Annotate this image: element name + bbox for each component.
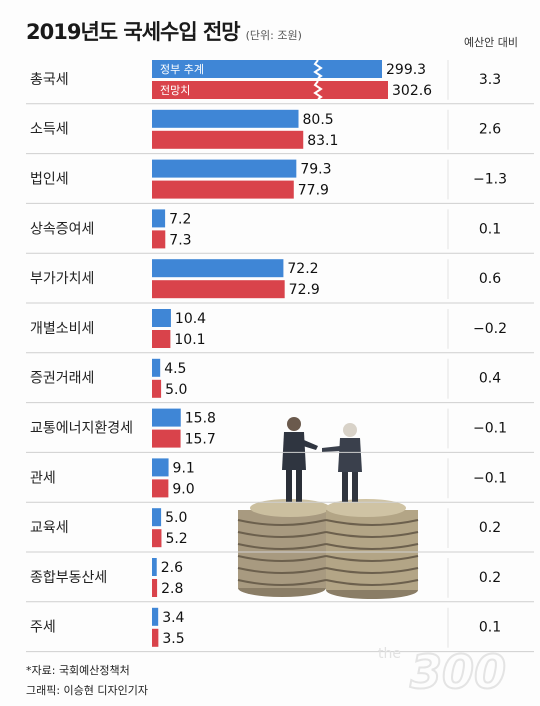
diff-value: 3.3 xyxy=(479,72,501,88)
bar-forecast xyxy=(152,81,388,99)
diff-value: −0.2 xyxy=(473,321,507,337)
category-label: 상속증여세 xyxy=(30,221,94,237)
diff-value: −1.3 xyxy=(473,172,507,188)
bar-forecast xyxy=(152,180,294,199)
bar-forecast xyxy=(152,330,171,348)
category-label: 종합부동산세 xyxy=(30,570,107,586)
bar-forecast xyxy=(152,479,169,498)
coin-stack-left-icon xyxy=(237,499,330,597)
category-label: 법인세 xyxy=(30,172,69,188)
source-note: *자료: 국회예산정책처 xyxy=(26,664,130,677)
value-label-forecast: 83.1 xyxy=(307,133,338,149)
bar-gov xyxy=(152,159,297,178)
category-label: 소득세 xyxy=(30,122,69,138)
value-label-gov: 3.4 xyxy=(162,610,184,626)
bar-gov xyxy=(152,607,159,626)
category-label: 교육세 xyxy=(30,520,69,536)
bar-forecast xyxy=(152,529,162,548)
bar-gov xyxy=(152,309,171,327)
graphic-credit: 그래픽: 이승현 디자인기자 xyxy=(26,684,149,697)
category-label: 증권거래세 xyxy=(30,371,94,387)
value-label-forecast: 5.0 xyxy=(165,382,187,398)
category-label: 관세 xyxy=(30,470,56,486)
value-label-gov: 79.3 xyxy=(300,162,331,178)
bar-gov xyxy=(152,209,166,228)
value-label-gov: 80.5 xyxy=(303,112,334,128)
bar-forecast xyxy=(152,579,158,597)
the300-watermark-logo: the 300 xyxy=(378,644,507,698)
diff-column-header: 예산안 대비 xyxy=(463,36,519,49)
bar-gov xyxy=(152,558,157,576)
diff-value: 0.4 xyxy=(479,371,501,387)
value-label-forecast: 9.0 xyxy=(172,481,194,497)
bar-forecast xyxy=(152,230,166,249)
value-label-gov: 9.1 xyxy=(173,460,195,476)
diff-value: 0.1 xyxy=(479,221,501,237)
businessman-right-icon xyxy=(322,423,362,502)
value-label-forecast: 72.9 xyxy=(289,282,320,298)
diff-value: 0.6 xyxy=(479,271,501,287)
value-label-forecast: 3.5 xyxy=(162,631,184,647)
legend-forecast-label: 전망치 xyxy=(160,84,190,97)
value-label-gov: 72.2 xyxy=(287,261,318,277)
axis-break-mark xyxy=(313,59,323,79)
bar-gov xyxy=(152,458,169,477)
bar-gov xyxy=(152,358,161,377)
category-label: 교통에너지환경세 xyxy=(30,421,133,437)
businessman-left-icon xyxy=(282,417,318,502)
value-label-forecast: 2.8 xyxy=(161,581,183,597)
bar-forecast xyxy=(152,429,181,448)
bar-forecast xyxy=(152,628,159,647)
diff-value: 0.2 xyxy=(479,520,501,536)
diff-value: −0.1 xyxy=(473,470,507,486)
bar-gov xyxy=(152,60,382,78)
value-label-gov: 7.2 xyxy=(169,211,191,227)
unit-label: (단위: 조원) xyxy=(245,29,302,42)
value-label-forecast: 15.7 xyxy=(185,432,216,448)
watermark-300: 300 xyxy=(410,645,506,698)
diff-value: −0.1 xyxy=(473,421,507,437)
category-label: 총국세 xyxy=(30,72,69,88)
value-label-forecast: 10.1 xyxy=(174,332,205,348)
value-label-forecast: 302.6 xyxy=(392,83,432,99)
value-label-forecast: 77.9 xyxy=(298,183,329,199)
bar-gov xyxy=(152,408,181,427)
value-label-forecast: 7.3 xyxy=(169,232,191,248)
legend-gov-label: 정부 추계 xyxy=(160,63,204,76)
value-label-gov: 2.6 xyxy=(161,560,183,576)
chart-title: 2019년도 국세수입 전망 (단위: 조원) xyxy=(26,20,302,44)
category-label: 개별소비세 xyxy=(30,321,94,337)
chart-header: 2019년도 국세수입 전망 (단위: 조원) 예산안 대비 xyxy=(0,0,540,54)
coin-stack-right-icon xyxy=(325,499,419,599)
diff-value: 0.2 xyxy=(479,570,501,586)
businessmen-on-coins-illustration xyxy=(237,417,419,599)
bar-gov xyxy=(152,109,299,128)
value-label-gov: 4.5 xyxy=(164,361,186,377)
footer: *자료: 국회예산정책처 그래픽: 이승현 디자인기자 xyxy=(26,661,148,701)
value-label-gov: 299.3 xyxy=(386,62,426,78)
value-label-gov: 5.0 xyxy=(165,510,187,526)
bar-gov xyxy=(152,508,162,527)
watermark-the: the xyxy=(378,646,401,662)
value-label-gov: 15.8 xyxy=(185,411,216,427)
bar-forecast xyxy=(152,280,285,299)
diff-value: 0.1 xyxy=(479,620,501,636)
diff-value: 2.6 xyxy=(479,122,501,138)
value-label-gov: 10.4 xyxy=(175,311,206,327)
axis-break-mark xyxy=(313,80,323,100)
value-label-forecast: 5.2 xyxy=(165,531,187,547)
category-label: 부가가치세 xyxy=(30,271,94,287)
bar-forecast xyxy=(152,130,304,149)
bar-gov xyxy=(152,259,284,278)
bar-forecast xyxy=(152,379,162,398)
category-label: 주세 xyxy=(30,620,56,636)
